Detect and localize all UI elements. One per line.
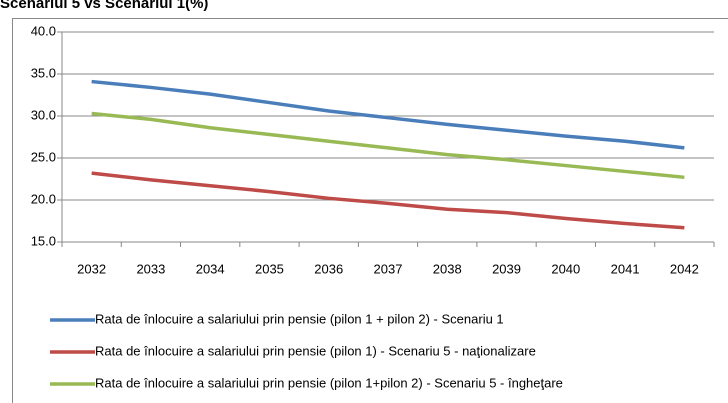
x-tick-label: 2040 [551,261,580,276]
y-tick-label: 35.0 [31,65,56,80]
x-tick-label: 2042 [670,261,699,276]
legend-label: Rata de înlocuire a salariului prin pens… [95,343,536,358]
chart-frame [12,18,728,403]
x-tick-label: 2033 [136,261,165,276]
x-tick-label: 2034 [196,261,225,276]
series-line [91,171,685,230]
y-tick-label: 15.0 [31,233,56,248]
x-tick-label: 2035 [255,261,284,276]
legend-label: Rata de înlocuire a salariului prin pens… [95,311,504,326]
x-tick-label: 2036 [314,261,343,276]
x-tick-label: 2038 [433,261,462,276]
y-tick-label: 20.0 [31,191,56,206]
x-tick-label: 2032 [77,261,106,276]
x-tick-label: 2041 [611,261,640,276]
x-tick-label: 2039 [492,261,521,276]
y-tick-label: 40.0 [31,23,56,38]
y-tick-label: 30.0 [31,107,56,122]
chart-title: Scenariul 5 vs Scenariul 1(%) [0,0,208,12]
legend-label: Rata de înlocuire a salariului prin pens… [95,375,563,390]
y-tick-label: 25.0 [31,149,56,164]
series-line [91,111,685,180]
series-line [91,79,685,150]
x-tick-label: 2037 [374,261,403,276]
